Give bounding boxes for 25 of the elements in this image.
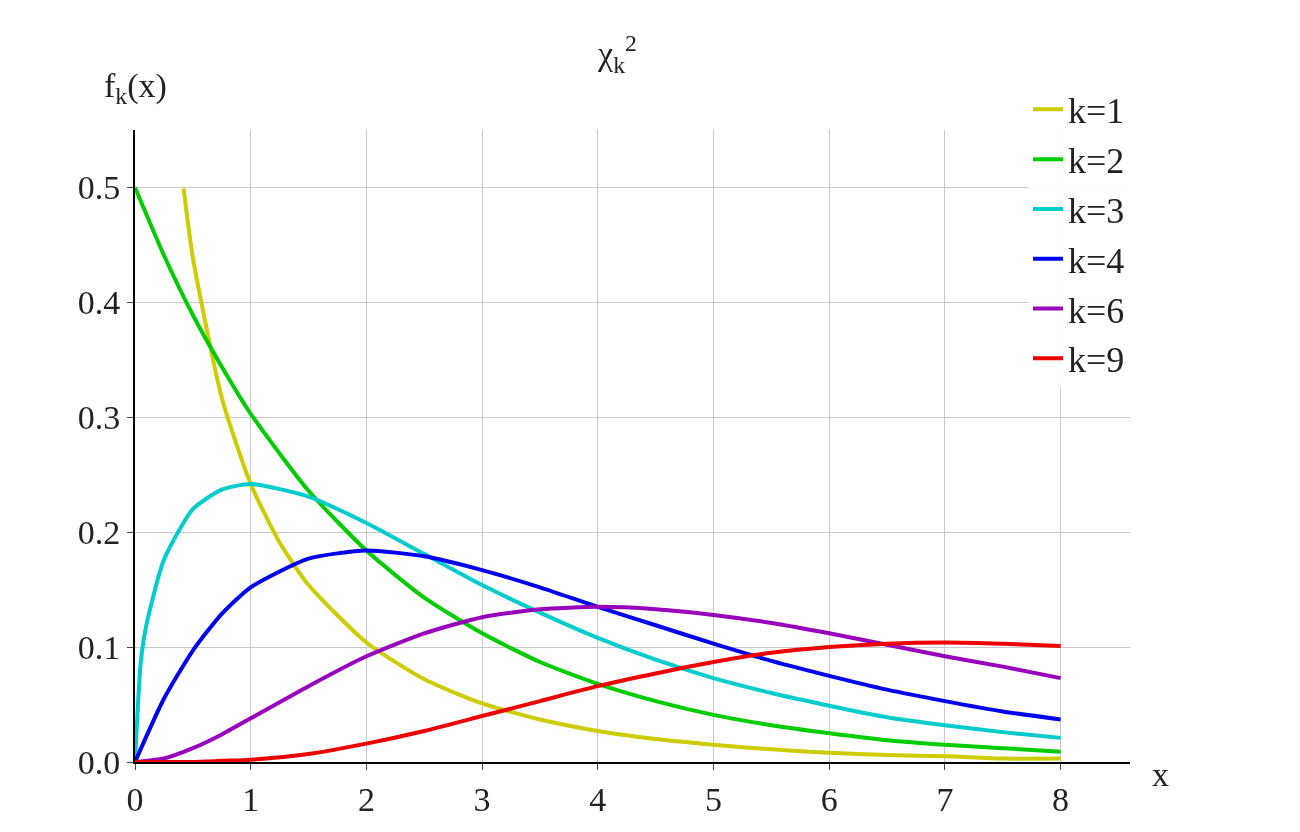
x-axis-title: x — [1152, 756, 1169, 793]
legend-label: k=3 — [1068, 190, 1125, 231]
y-tick-label: 0.5 — [77, 169, 121, 207]
legend-label: k=6 — [1068, 290, 1125, 331]
line-series — [135, 548, 1063, 762]
legend-label: k=2 — [1068, 141, 1125, 182]
legend-label: k=1 — [1068, 91, 1125, 132]
x-tick-label: 4 — [589, 780, 607, 818]
x-tick-label: 7 — [936, 780, 954, 818]
legend-label: k=4 — [1068, 240, 1125, 281]
x-tick-label: 2 — [357, 780, 375, 818]
x-tick-label: 8 — [1052, 780, 1070, 818]
y-tick-label: 0.4 — [77, 284, 121, 322]
y-tick-label: 0.0 — [77, 743, 121, 781]
line-series — [135, 640, 1063, 762]
x-tick-label: 6 — [820, 780, 838, 818]
x-tick-label: 3 — [473, 780, 491, 818]
y-tick-label: 0.2 — [77, 514, 121, 552]
y-axis-title: f$_{k}$(x) — [104, 67, 167, 110]
x-tick-label: 5 — [704, 780, 722, 818]
x-tick-label: 1 — [242, 780, 260, 818]
y-tick-label: 0.3 — [77, 399, 121, 437]
y-tick-label: 0.1 — [77, 628, 121, 666]
x-tick-label: 0 — [126, 780, 144, 818]
legend-label: k=9 — [1068, 340, 1125, 381]
